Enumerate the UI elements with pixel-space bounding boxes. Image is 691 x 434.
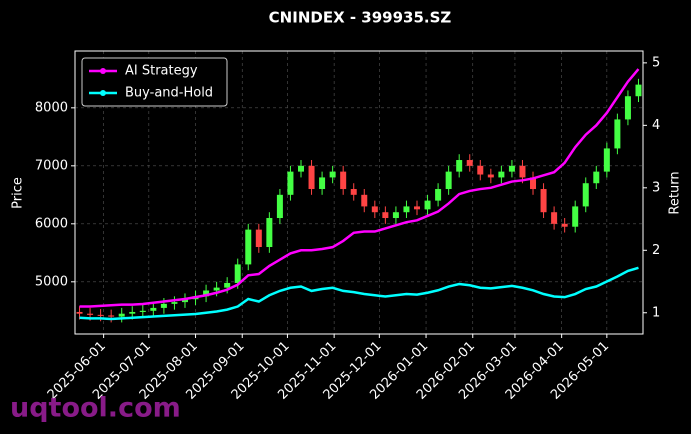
legend-box xyxy=(81,57,228,107)
chart-title: CNINDEX - 399935.SZ xyxy=(269,9,452,27)
y2-tick-label: 2 xyxy=(652,243,660,258)
candle-body xyxy=(487,174,494,178)
candle-body xyxy=(561,223,568,227)
candle-body xyxy=(593,171,600,184)
candle-body xyxy=(308,165,315,190)
candle-body xyxy=(424,200,431,210)
y-tick-label: 5000 xyxy=(35,274,68,289)
candle-body xyxy=(582,183,589,207)
candle-body xyxy=(203,290,210,297)
candle-body xyxy=(266,218,273,248)
candle-body xyxy=(414,206,421,210)
legend-marker xyxy=(100,68,106,74)
candle-body xyxy=(76,311,83,314)
candle-body xyxy=(108,315,115,317)
candle-body xyxy=(392,212,399,219)
candle-body xyxy=(477,165,484,175)
candle-body xyxy=(329,171,336,178)
candle-body xyxy=(181,299,188,303)
y-tick-label: 8000 xyxy=(35,100,68,115)
candle-body xyxy=(530,177,537,190)
candle-body xyxy=(371,206,378,213)
candle-body xyxy=(551,212,558,224)
legend: AI Strategy Buy-and-Hold xyxy=(81,57,228,107)
candle-body xyxy=(403,206,410,213)
candle-body xyxy=(276,194,283,219)
candle-body xyxy=(361,194,368,207)
candle-body xyxy=(466,160,473,166)
candle-body xyxy=(287,171,294,195)
candle-body xyxy=(234,264,241,283)
legend-label: AI Strategy xyxy=(125,64,198,79)
watermark: uqtool.com xyxy=(10,393,181,424)
candle-body xyxy=(319,177,326,190)
candle-body xyxy=(150,307,157,311)
candle-body xyxy=(635,84,642,97)
candle-body xyxy=(245,229,252,265)
candle-body xyxy=(603,148,610,172)
candle-body xyxy=(540,189,547,213)
y-tick-label: 6000 xyxy=(35,216,68,231)
candle-body xyxy=(87,313,94,315)
candle-body xyxy=(255,229,262,248)
candle-body xyxy=(340,171,347,190)
y-axis-label: Price xyxy=(11,177,26,209)
candle-body xyxy=(129,311,136,314)
candle-body xyxy=(614,119,621,149)
candle-body xyxy=(456,160,463,172)
candle-body xyxy=(508,165,515,172)
line-series xyxy=(79,266,639,321)
candle-body xyxy=(519,165,526,178)
line-series xyxy=(79,68,640,308)
y2-tick-label: 4 xyxy=(652,118,660,133)
y2-tick-label: 3 xyxy=(652,180,660,195)
y2-tick-label: 5 xyxy=(652,55,660,70)
plot-frame xyxy=(74,50,644,335)
y-tick-label: 7000 xyxy=(35,158,68,173)
candle-body xyxy=(160,303,167,308)
legend-marker xyxy=(100,90,106,96)
candle-body xyxy=(624,96,631,120)
candle-body xyxy=(118,313,125,317)
candle-body xyxy=(350,189,357,195)
candle-body xyxy=(213,287,220,291)
candle-body xyxy=(498,171,505,178)
candle-body xyxy=(382,212,389,219)
candle-body xyxy=(435,189,442,201)
y2-axis-label: Return xyxy=(668,171,683,214)
candle-body xyxy=(171,302,178,304)
y2-tick-label: 1 xyxy=(652,305,660,320)
candle-body xyxy=(139,310,146,312)
candle-body xyxy=(224,282,231,288)
candle-body xyxy=(445,171,452,190)
candle-body xyxy=(297,165,304,172)
candle-body xyxy=(572,206,579,227)
candle-body xyxy=(97,314,104,316)
legend-label: Buy-and-Hold xyxy=(125,86,213,101)
